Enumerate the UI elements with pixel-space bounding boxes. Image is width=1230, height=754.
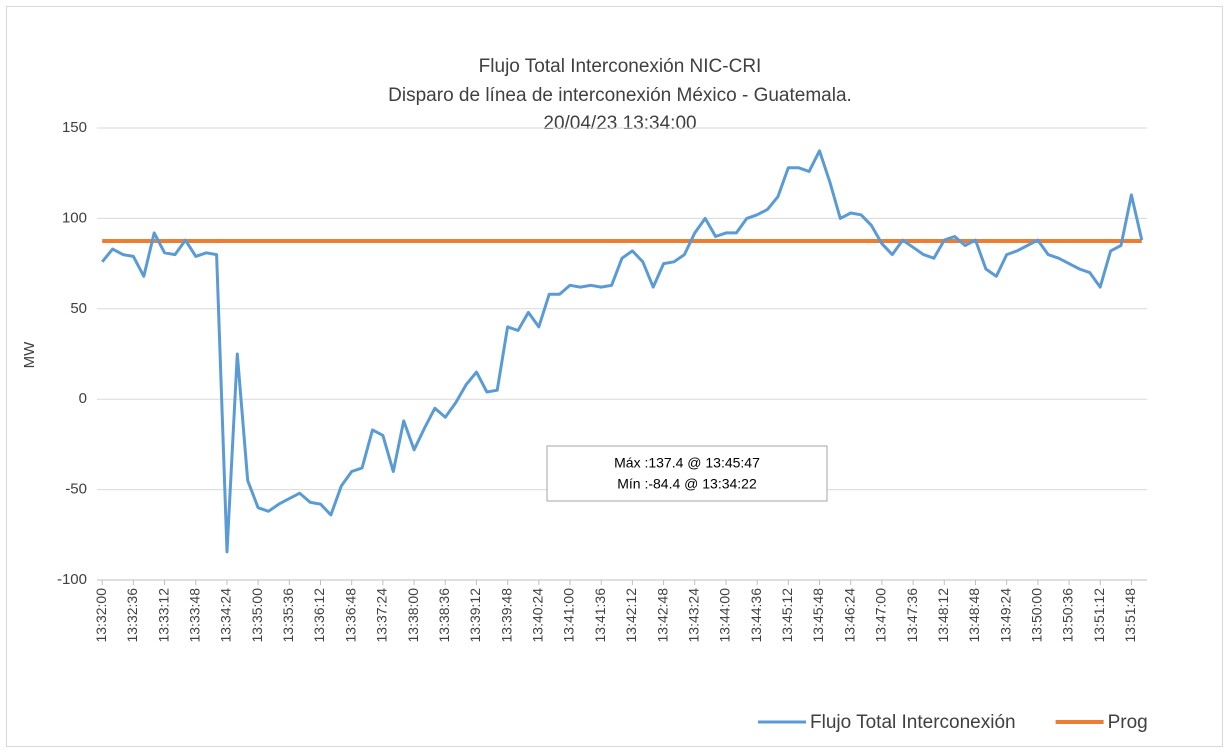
y-tick-label: 0 — [79, 390, 87, 407]
x-tick-label: 13:38:00 — [405, 588, 421, 643]
x-tick-label: 13:47:36 — [904, 588, 920, 643]
x-tick-label: 13:44:36 — [748, 588, 764, 643]
x-tick-label: 13:35:36 — [280, 588, 296, 643]
chart-title: Flujo Total Interconexión NIC-CRI — [479, 56, 762, 77]
x-tick-label: 13:33:12 — [155, 588, 171, 643]
x-tick-label: 13:34:24 — [218, 588, 234, 643]
chart-subtitle: Disparo de línea de interconexión México… — [388, 85, 852, 106]
x-tick-label: 13:35:00 — [249, 588, 265, 643]
x-tick-label: 13:49:24 — [997, 588, 1013, 643]
x-tick-label: 13:50:00 — [1029, 588, 1045, 643]
x-tick-label: 13:38:36 — [436, 588, 452, 643]
y-tick-label: 100 — [62, 209, 87, 226]
x-tick-label: 13:45:48 — [810, 588, 826, 643]
x-tick-label: 13:36:48 — [342, 588, 358, 643]
x-tick-label: 13:33:48 — [186, 588, 202, 643]
x-tick-label: 13:44:00 — [717, 588, 733, 643]
x-tick-label: 13:51:12 — [1091, 588, 1107, 643]
x-tick-label: 13:51:48 — [1122, 588, 1138, 643]
x-tick-label: 13:40:24 — [530, 588, 546, 643]
y-tick-label: 50 — [70, 300, 87, 317]
x-tick-label: 13:41:36 — [592, 588, 608, 643]
x-tick-label: 13:39:48 — [498, 588, 514, 643]
legend-label: Prog — [1108, 712, 1148, 733]
x-tick-label: 13:46:24 — [841, 588, 857, 643]
x-tick-label: 13:32:36 — [124, 588, 140, 643]
annotation: Máx :137.4 @ 13:45:47 — [614, 455, 760, 471]
data-line — [101, 149, 1144, 554]
x-tick-label: 13:48:48 — [966, 588, 982, 643]
x-tick-label: 13:48:12 — [935, 588, 951, 643]
x-tick-label: 13:42:48 — [654, 588, 670, 643]
chart-subtitle: 20/04/23 13:34:00 — [543, 113, 696, 134]
y-tick-label: -100 — [57, 571, 87, 588]
x-tick-label: 13:50:36 — [1060, 588, 1076, 643]
y-tick-label: 150 — [62, 119, 87, 136]
x-tick-label: 13:36:12 — [311, 588, 327, 643]
x-tick-label: 13:47:00 — [873, 588, 889, 643]
annotation: Mín :-84.4 @ 13:34:22 — [617, 476, 757, 492]
x-tick-label: 13:42:12 — [623, 588, 639, 643]
x-tick-label: 13:39:12 — [467, 588, 483, 643]
y-axis-label: MW — [21, 341, 38, 368]
x-tick-label: 13:41:00 — [561, 588, 577, 643]
x-tick-label: 13:45:12 — [779, 588, 795, 643]
y-tick-label: -50 — [65, 481, 87, 498]
legend-label: Flujo Total Interconexión — [810, 712, 1016, 733]
x-tick-label: 13:43:24 — [685, 588, 701, 643]
annotation-box — [546, 445, 828, 502]
x-tick-label: 13:32:00 — [93, 588, 109, 643]
x-tick-label: 13:37:24 — [374, 588, 390, 643]
chart-border — [6, 6, 1223, 747]
